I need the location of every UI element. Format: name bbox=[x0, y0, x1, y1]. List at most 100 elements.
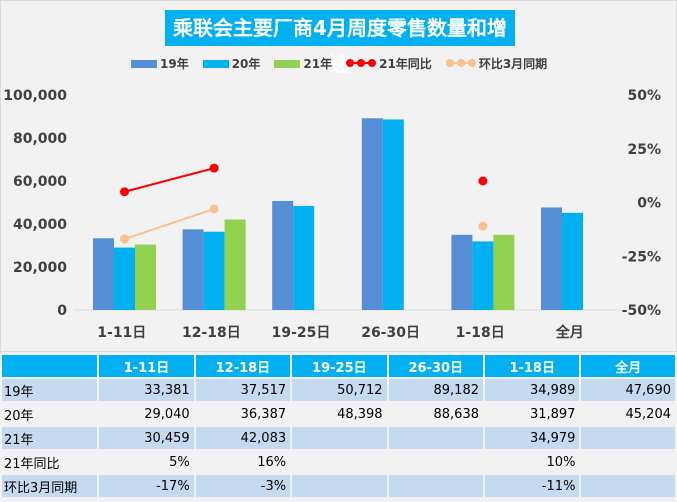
y2-tick-label: 50% bbox=[627, 88, 661, 104]
table-cell: 29,040 bbox=[99, 403, 194, 427]
x-tick-label: 1-18日 bbox=[456, 325, 505, 341]
x-tick-label: 12-18日 bbox=[182, 325, 241, 341]
chart-title: 乘联会主要厂商4月周度零售数量和增速 bbox=[165, 10, 515, 76]
table-cell: 34,989 bbox=[485, 379, 580, 403]
table-row: 19年 33,381 37,517 50,712 89,182 34,989 47,690 bbox=[2, 379, 675, 403]
table-cell: 16% bbox=[195, 451, 291, 475]
bar-19年-全月 bbox=[541, 207, 562, 310]
legend: 19年 20年 21年 21年同比 环比3月同期 bbox=[131, 55, 547, 72]
table-cell: -17% bbox=[99, 475, 194, 499]
point-环比3月同期-12-18日 bbox=[209, 204, 219, 214]
point-21年同比-1-11日 bbox=[120, 187, 129, 197]
bar-21年-12-18日 bbox=[224, 219, 246, 310]
table-row: 20年 29,040 36,387 48,398 88,638 31,897 45,204 bbox=[2, 403, 675, 427]
bar-20年-全月 bbox=[562, 212, 583, 310]
table-header-row: 1-11日 12-18日 19-25日 26-30日 1-18日 全月 bbox=[2, 355, 675, 379]
y-tick-label: 40,000 bbox=[13, 217, 67, 233]
table-cell: 10% bbox=[485, 451, 580, 475]
table-cell: 33,381 bbox=[99, 379, 194, 403]
table-cell: 45,204 bbox=[581, 403, 675, 427]
x-tick-label: 26-30日 bbox=[361, 325, 420, 341]
legend-swatch-icon bbox=[274, 59, 301, 68]
column-header: 26-30日 bbox=[388, 355, 483, 379]
y-tick-label: 60,000 bbox=[13, 174, 67, 190]
table-cell bbox=[388, 475, 483, 499]
table-cell: 36,387 bbox=[195, 403, 291, 427]
table-cell: 30,459 bbox=[99, 427, 194, 451]
table-cell: -3% bbox=[195, 475, 291, 499]
legend-label: 21年同比 bbox=[379, 57, 432, 71]
table-cell: 37,517 bbox=[195, 379, 291, 403]
row-label: 20年 bbox=[2, 403, 98, 427]
legend-item: 19年 bbox=[131, 55, 189, 72]
table-cell bbox=[581, 475, 675, 499]
y-tick-label: 0 bbox=[57, 303, 67, 319]
chart-svg: 0 20,000 40,000 60,000 80,000 100,000 -50% -25%… bbox=[3, 88, 661, 341]
table-row: 21年 30,459 42,083 34,979 bbox=[2, 427, 675, 451]
y2-tick-label: 0% bbox=[637, 196, 661, 212]
table-cell: 42,083 bbox=[195, 427, 291, 451]
column-header: 全月 bbox=[581, 355, 675, 379]
y2-tick-label: 25% bbox=[627, 142, 661, 158]
line-segment-21年同比 bbox=[124, 167, 215, 193]
column-header bbox=[2, 355, 98, 379]
bar-21年-1-11日 bbox=[135, 244, 156, 310]
table-cell: 5% bbox=[99, 451, 194, 475]
row-label: 21年同比 bbox=[2, 451, 98, 475]
row-label: 21年 bbox=[2, 427, 98, 451]
table-cell bbox=[581, 427, 675, 451]
table-cell bbox=[292, 451, 387, 475]
x-tick-label: 全月 bbox=[555, 324, 584, 341]
table-cell: 48,398 bbox=[292, 403, 387, 427]
legend-line-marker-icon bbox=[346, 57, 377, 71]
point-环比3月同期-1-11日 bbox=[120, 234, 129, 244]
table-cell bbox=[292, 427, 387, 451]
x-tick-label: 1-11日 bbox=[97, 325, 146, 341]
column-header: 12-18日 bbox=[195, 355, 291, 379]
y-tick-label: 80,000 bbox=[13, 131, 67, 147]
bar-20年-1-11日 bbox=[114, 247, 135, 310]
legend-line-marker-icon bbox=[445, 57, 476, 71]
table-cell: 50,712 bbox=[292, 379, 387, 403]
column-header: 19-25日 bbox=[292, 355, 387, 379]
table-cell bbox=[388, 451, 483, 475]
legend-swatch-icon bbox=[202, 59, 229, 68]
bar-20年-1-18日 bbox=[472, 241, 494, 310]
point-21年同比-1-18日 bbox=[478, 176, 488, 186]
table-row: 21年同比 5% 16% 10% bbox=[2, 451, 675, 475]
bar-19年-1-18日 bbox=[451, 234, 473, 310]
point-21年同比-12-18日 bbox=[209, 163, 219, 173]
legend-label: 21年 bbox=[303, 57, 333, 71]
legend-item: 21年 bbox=[274, 55, 332, 72]
table-cell: 34,979 bbox=[485, 427, 580, 451]
legend-item: 20年 bbox=[202, 55, 261, 72]
point-环比3月同期-1-18日 bbox=[478, 221, 488, 231]
bar-20年-26-30日 bbox=[382, 119, 404, 310]
y2-tick-label: -25% bbox=[622, 249, 661, 265]
bar-20年-12-18日 bbox=[203, 231, 225, 310]
table-row: 环比3月同期 -17% -3% -11% bbox=[2, 475, 675, 499]
column-header: 1-11日 bbox=[99, 355, 194, 379]
legend-label: 20年 bbox=[231, 57, 261, 71]
bar-19年-1-11日 bbox=[93, 238, 114, 310]
table-cell bbox=[292, 475, 387, 499]
row-label: 环比3月同期 bbox=[2, 475, 98, 499]
y2-tick-label: -50% bbox=[622, 303, 661, 319]
legend-label: 环比3月同期 bbox=[478, 57, 548, 71]
table-cell: -11% bbox=[485, 475, 580, 499]
table-cell: 89,182 bbox=[388, 379, 483, 403]
column-header: 1-18日 bbox=[485, 355, 580, 379]
table-cell bbox=[388, 427, 483, 451]
data-table: 1-11日 12-18日 19-25日 26-30日 1-18日 全月 19年 33,381 3… bbox=[0, 355, 677, 499]
legend-item: 环比3月同期 bbox=[445, 55, 548, 72]
row-label: 19年 bbox=[2, 379, 98, 403]
legend-item: 21年同比 bbox=[346, 55, 432, 72]
legend-swatch-icon bbox=[131, 59, 157, 68]
chart-area: 乘联会主要厂商4月周度零售数量和增速 19年 20年 21年 21年同比 环比3月同期 … bbox=[0, 0, 677, 352]
y-tick-label: 100,000 bbox=[3, 88, 67, 104]
legend-label: 19年 bbox=[160, 57, 189, 71]
table-cell: 88,638 bbox=[388, 403, 483, 427]
bar-19年-19-25日 bbox=[272, 200, 294, 310]
bar-19年-12-18日 bbox=[182, 229, 204, 310]
bar-20年-19-25日 bbox=[293, 205, 315, 310]
